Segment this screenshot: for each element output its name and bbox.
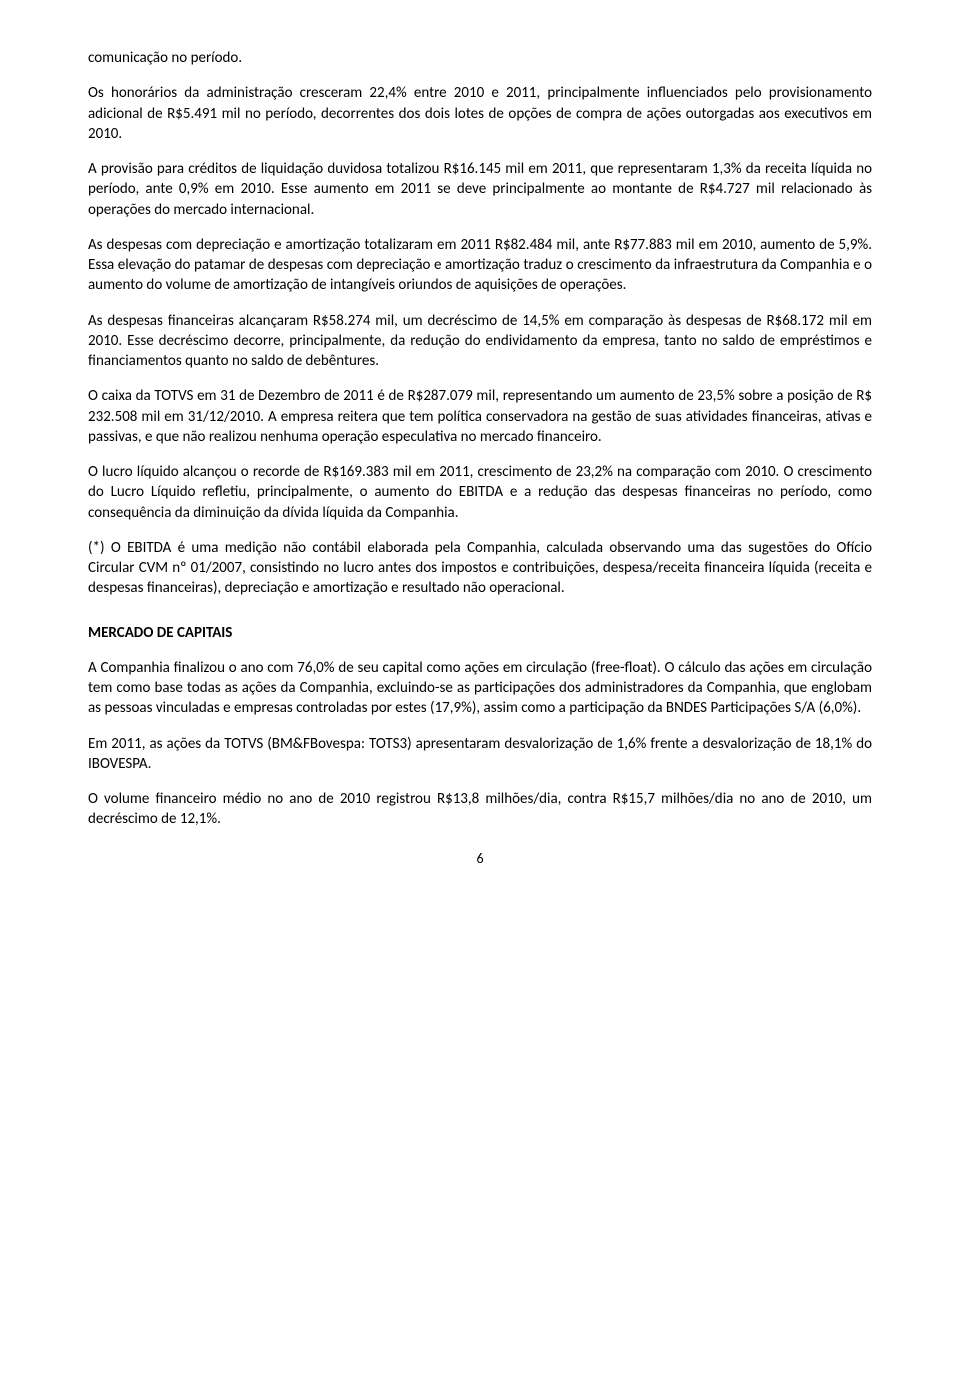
- body-paragraph: A provisão para créditos de liquidação d…: [88, 159, 872, 220]
- body-paragraph: O volume financeiro médio no ano de 2010…: [88, 789, 872, 830]
- body-paragraph: comunicação no período.: [88, 48, 872, 68]
- body-paragraph: A Companhia finalizou o ano com 76,0% de…: [88, 658, 872, 719]
- body-paragraph: As despesas financeiras alcançaram R$58.…: [88, 311, 872, 372]
- body-paragraph: As despesas com depreciação e amortizaçã…: [88, 235, 872, 296]
- body-paragraph: (*) O EBITDA é uma medição não contábil …: [88, 538, 872, 599]
- page-number: 6: [88, 850, 872, 869]
- section-heading: MERCADO DE CAPITAIS: [88, 623, 872, 643]
- body-paragraph: Em 2011, as ações da TOTVS (BM&FBovespa:…: [88, 734, 872, 775]
- body-paragraph: O caixa da TOTVS em 31 de Dezembro de 20…: [88, 386, 872, 447]
- body-paragraph: O lucro líquido alcançou o recorde de R$…: [88, 462, 872, 523]
- body-paragraph: Os honorários da administração cresceram…: [88, 83, 872, 144]
